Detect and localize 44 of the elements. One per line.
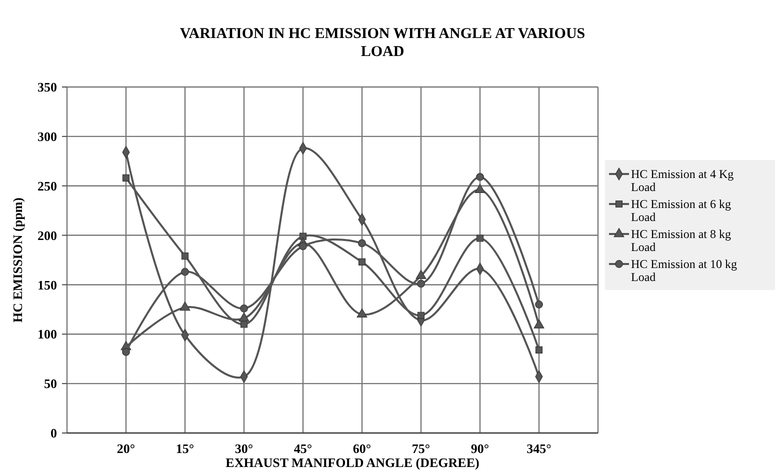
point (240, 304, 248, 312)
x-tick-label: 30° (234, 441, 254, 456)
point (356, 308, 368, 318)
legend-label: HC Emission at 8 kg Load (631, 227, 732, 254)
point (358, 258, 366, 266)
x-tick-label: 60° (352, 441, 372, 456)
point (299, 242, 307, 250)
point (474, 184, 486, 193)
x-tick-label: 75° (412, 441, 430, 456)
chart-title: VARIATION IN HC EMISSION WITH ANGLE AT VARIOUS LOAD (180, 26, 586, 60)
x-tick-label: 20° (116, 441, 136, 456)
y-tick-label: 350 (38, 80, 57, 95)
point (238, 312, 250, 322)
point (417, 312, 425, 319)
point (535, 346, 543, 354)
legend-label: HC Emission at 4 Kg Load (631, 167, 734, 194)
x-tick-label: 45° (294, 441, 312, 456)
x-tick-label: 345° (526, 441, 552, 456)
y-tick-label: 200 (38, 228, 57, 243)
point (181, 252, 189, 260)
x-axis-title: EXHAUST MANIFOLD ANGLE (DEGREE) (226, 455, 480, 470)
point (476, 173, 484, 181)
point (535, 300, 543, 308)
point (417, 280, 425, 288)
y-tick-label: 0 (50, 426, 57, 441)
legend-label: HC Emission at 10 kg Load (631, 257, 738, 284)
y-tick-label: 300 (38, 128, 57, 144)
point (240, 320, 248, 328)
point (358, 239, 366, 248)
y-axis-title: HC EMISSION (ppm) (10, 198, 25, 322)
legend-label: HC Emission at 6 kg Load (631, 197, 732, 224)
point (122, 348, 130, 356)
y-tick-label: 150 (38, 277, 57, 292)
y-tick-label: 100 (38, 326, 57, 342)
x-tick-label: 15° (176, 441, 194, 456)
point (476, 234, 484, 242)
point (181, 268, 189, 276)
point (180, 301, 190, 311)
point (122, 174, 130, 182)
point (416, 270, 426, 279)
point (534, 319, 544, 328)
x-tick-label: 90° (470, 441, 490, 456)
y-tick-label: 50 (44, 376, 57, 392)
y-tick-label: 250 (38, 178, 57, 194)
